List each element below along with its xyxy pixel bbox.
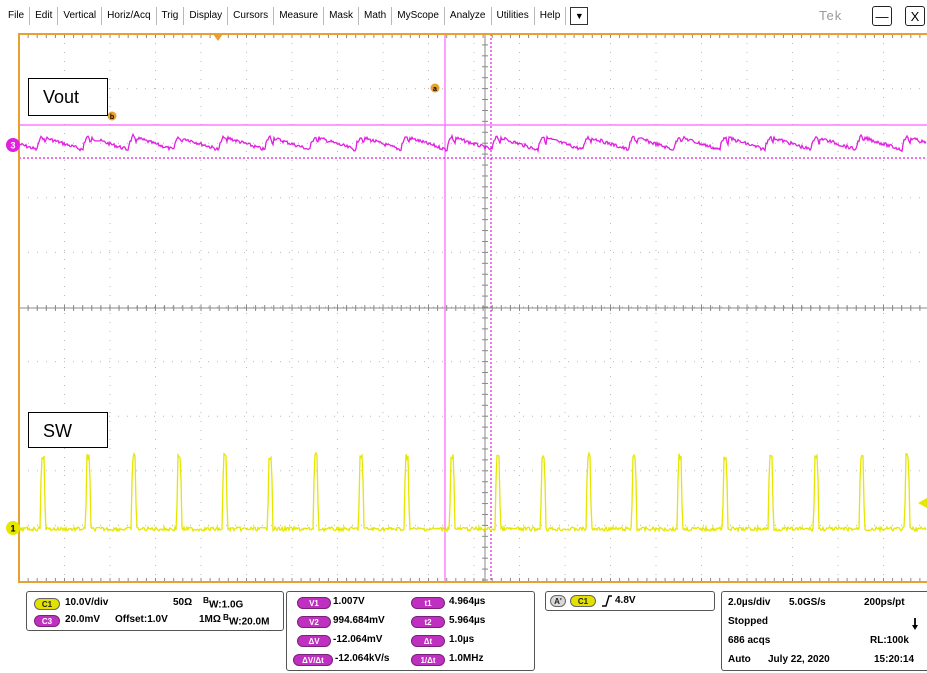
ch1-termination: 50Ω: [173, 597, 193, 608]
cursor-b-handle: [107, 111, 117, 121]
menu-horiz-acq[interactable]: Horiz/Acq: [102, 7, 157, 25]
chevron-down-icon[interactable]: ▼: [570, 7, 589, 25]
cursor-dt-tag: Δt: [411, 635, 445, 647]
cursor-dv-value: -12.064mV: [333, 634, 383, 645]
ch3-scale: 20.0mV: [65, 614, 101, 625]
trigger-mode: Auto: [728, 654, 751, 665]
cursor-inv-dt-value: 1.0MHz: [449, 653, 484, 664]
acquisition-box[interactable]: 2.0µs/div 5.0GS/s 200ps/pt Stopped 686 a…: [721, 591, 927, 671]
cursor-dv-tag: ΔV: [297, 635, 331, 647]
ch3-ground-marker: [6, 138, 20, 152]
trigger-a-tag: A': [550, 595, 566, 607]
menu-mask[interactable]: Mask: [324, 7, 359, 25]
sw-label: SW: [28, 412, 108, 448]
cursor-v2-tag: V2: [297, 616, 331, 628]
capture-time: 15:20:14: [874, 654, 915, 665]
sw-waveform: [19, 451, 927, 534]
cursor-b-handle-label: b: [110, 114, 114, 121]
capture-date: July 22, 2020: [768, 654, 830, 665]
ch3-bandwidth: BW:20.0M: [223, 612, 270, 628]
cursor-a-handle: [430, 83, 440, 93]
ch1-bandwidth: BW:1.0G: [203, 595, 244, 611]
status-panel: C1 10.0V/div 50Ω BW:1.0G C3 20.0mV Offse…: [0, 586, 927, 673]
ch3-tag[interactable]: C3: [34, 615, 60, 627]
trigger-level: 4.8V: [615, 595, 636, 606]
trigger-level-marker: [918, 498, 927, 508]
menu-trig[interactable]: Trig: [157, 7, 185, 25]
menu-vertical[interactable]: Vertical: [58, 7, 103, 25]
cursor-v1-value: 1.007V: [333, 596, 365, 607]
cursor-dvdt-tag: ΔV/Δt: [293, 654, 333, 666]
menu-utilities[interactable]: Utilities: [492, 7, 535, 25]
minimize-button[interactable]: —: [872, 6, 892, 26]
menu-myscope[interactable]: MyScope: [392, 7, 445, 25]
acquisition-state: Stopped: [728, 616, 768, 627]
menu-measure[interactable]: Measure: [274, 7, 325, 25]
cursor-t2-value: 5.964µs: [449, 615, 486, 626]
record-length: RL:100k: [870, 635, 909, 646]
ch1-marker-label: 1: [10, 524, 15, 534]
cursor-readout-box[interactable]: V1 1.007V V2 994.684mV ΔV -12.064mV ΔV/Δ…: [286, 591, 535, 671]
display-frame: [18, 33, 927, 583]
trigger-box[interactable]: A' C1 4.8V: [545, 591, 715, 611]
rising-edge-icon: [602, 595, 612, 607]
cursor-dvdt-value: -12.064kV/s: [335, 653, 390, 664]
waveform-display[interactable]: 3 1 a b Vout SW: [0, 32, 927, 586]
time-per-div: 2.0µs/div: [728, 597, 771, 608]
trigger-position-marker: [213, 34, 223, 41]
trigger-source-tag: C1: [570, 595, 596, 607]
cursor-a-handle-label: a: [433, 86, 437, 93]
resolution: 200ps/pt: [864, 597, 905, 608]
channel-settings-box[interactable]: C1 10.0V/div 50Ω BW:1.0G C3 20.0mV Offse…: [26, 591, 284, 631]
close-button[interactable]: X: [905, 6, 925, 26]
cursor-v2-value: 994.684mV: [333, 615, 385, 626]
menu-file[interactable]: File: [3, 7, 31, 25]
ch1-ground-marker: [6, 521, 20, 535]
tek-logo: Tek: [819, 8, 843, 23]
single-acquisition-icon: [912, 618, 918, 630]
ch3-termination: 1MΩ: [199, 614, 221, 625]
ch1-tag[interactable]: C1: [34, 598, 60, 610]
menu-edit[interactable]: Edit: [30, 7, 59, 25]
menu-help[interactable]: Help: [535, 7, 567, 25]
ch3-marker-label: 3: [10, 141, 15, 151]
cursor-v1-tag: V1: [297, 597, 331, 609]
cursor-dt-value: 1.0µs: [449, 634, 475, 645]
menu-math[interactable]: Math: [359, 7, 393, 25]
vout-label: Vout: [28, 78, 108, 116]
cursor-t1-value: 4.964µs: [449, 596, 486, 607]
sample-rate: 5.0GS/s: [789, 597, 826, 608]
waveform-graticule: 3 1 a b: [6, 33, 927, 583]
menu-display[interactable]: Display: [184, 7, 229, 25]
vout-waveform: [19, 132, 927, 154]
cursor-t1-tag: t1: [411, 597, 445, 609]
ch1-scale: 10.0V/div: [65, 597, 109, 608]
menu-cursors[interactable]: Cursors: [228, 7, 275, 25]
menu-bar: File Edit Vertical Horiz/Acq Trig Display Curs…: [0, 0, 927, 32]
cursor-inv-dt-tag: 1/Δt: [411, 654, 445, 666]
ch3-offset: Offset:1.0V: [115, 614, 168, 625]
cursor-t2-tag: t2: [411, 616, 445, 628]
menu-analyze[interactable]: Analyze: [445, 7, 492, 25]
acquisition-count: 686 acqs: [728, 635, 771, 646]
